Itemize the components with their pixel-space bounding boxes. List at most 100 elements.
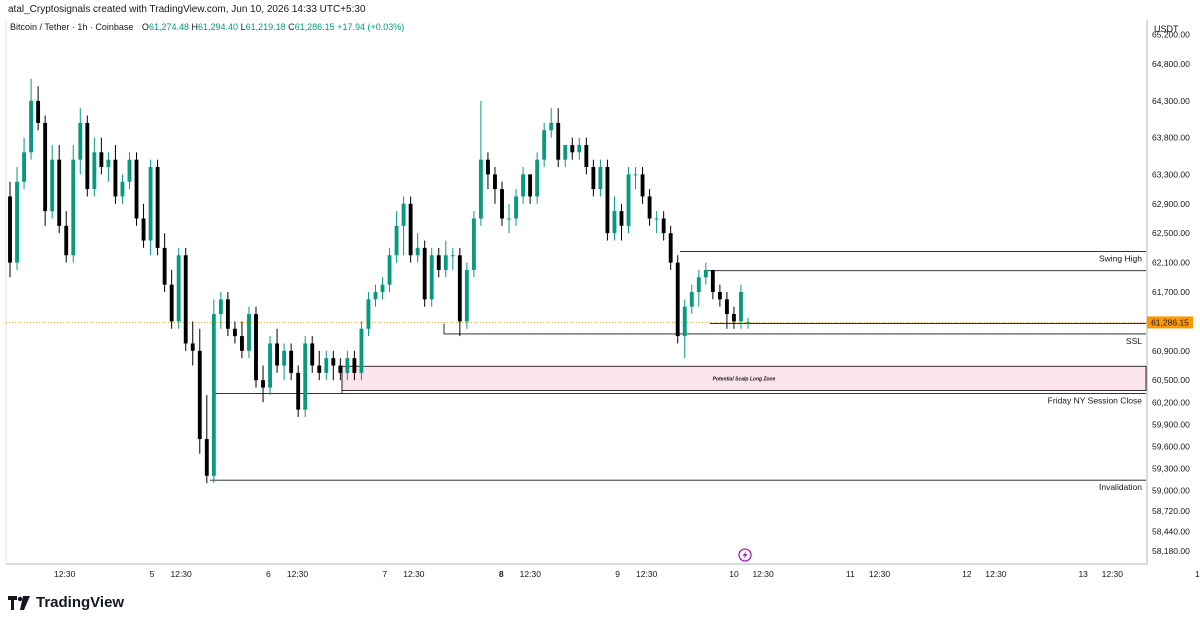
candle-body <box>710 269 715 292</box>
x-tick-label: 12:30 <box>287 569 309 579</box>
candle-body <box>549 122 554 131</box>
candle-body <box>464 269 469 322</box>
candle-body <box>556 122 561 160</box>
candle-body <box>654 218 659 220</box>
brand-name: TradingView <box>36 594 125 611</box>
x-tick-label: 12:30 <box>869 569 891 579</box>
tradingview-logo-icon <box>8 595 30 610</box>
candle-body <box>450 255 455 257</box>
candle-body <box>703 269 708 278</box>
candle-body <box>113 159 118 197</box>
candle-body <box>373 292 378 300</box>
candle-body <box>542 130 547 160</box>
x-tick-label: 9 <box>615 569 620 579</box>
lightning-icon[interactable] <box>738 548 752 562</box>
candle-body <box>148 167 153 241</box>
candle-body <box>429 255 434 300</box>
candle-body <box>640 174 645 197</box>
last-price-label: 61,286.15 <box>1151 317 1189 327</box>
candle-body <box>176 255 181 322</box>
candle-body <box>345 358 350 373</box>
candle-body <box>211 314 216 476</box>
y-tick-label: 63,300.00 <box>1152 169 1190 179</box>
candle-body <box>486 159 490 175</box>
candle-body <box>261 380 265 388</box>
symbol-label: Bitcoin / Tether · 1h · Coinbase <box>10 22 134 32</box>
candle-body <box>570 144 575 153</box>
candle-body <box>584 144 589 168</box>
candle-body <box>8 196 12 263</box>
y-tick-label: 65,200.00 <box>1152 30 1190 40</box>
candle-body <box>92 152 97 190</box>
candle-body <box>317 365 322 373</box>
candle-body <box>310 343 315 366</box>
candle-body <box>612 211 617 234</box>
change-value: +17.94 (+0.03%) <box>337 22 405 32</box>
candle-body <box>169 284 174 322</box>
candle-body <box>197 350 202 440</box>
candle-body <box>155 167 160 248</box>
candle-body <box>675 262 680 337</box>
currency-label: USDT <box>1154 24 1179 34</box>
x-tick-label: 11 <box>846 569 855 579</box>
candle-body <box>521 174 526 197</box>
close-value: 61,286.15 <box>294 22 335 32</box>
candle-body <box>338 365 343 373</box>
tradingview-brand: TradingView <box>8 594 124 611</box>
candle-body <box>682 306 687 337</box>
x-tick-label: 12:30 <box>985 569 1007 579</box>
high-value: 61,294.40 <box>198 22 239 32</box>
candle-body <box>591 167 596 190</box>
low-label: L <box>240 22 246 32</box>
y-tick-label: 60,500.00 <box>1152 375 1190 385</box>
candle-body <box>218 299 223 315</box>
annotation-label: Invalidation <box>1099 482 1142 492</box>
ohlc-legend: Bitcoin / Tether · 1h · Coinbase O61,274… <box>10 22 404 32</box>
candle-body <box>106 159 111 168</box>
candle-body <box>689 292 694 307</box>
candle-body <box>162 247 167 285</box>
x-tick-label: 5 <box>150 569 155 579</box>
candle-body <box>535 159 540 197</box>
x-tick-label: 6 <box>266 569 271 579</box>
candle-body <box>514 196 518 219</box>
candle-body <box>275 343 280 366</box>
candle-body <box>204 439 209 476</box>
candle-body <box>500 189 504 219</box>
candle-body <box>457 255 462 322</box>
candle-body <box>626 174 631 226</box>
annotation-label: Swing High <box>1099 254 1142 264</box>
y-tick-label: 58,180.00 <box>1152 546 1190 556</box>
candle-body <box>43 122 48 212</box>
y-tick-label: 59,300.00 <box>1152 463 1190 473</box>
candle-body <box>394 225 399 256</box>
annotation-label: SSL <box>1126 336 1142 346</box>
x-tick-label: 12:30 <box>1102 569 1124 579</box>
high-label: H <box>191 22 199 32</box>
x-tick-label: 10 <box>729 569 739 579</box>
candle-body <box>366 299 371 329</box>
candle-body <box>577 144 582 153</box>
open-value: 61,274.48 <box>148 22 189 32</box>
y-tick-label: 60,200.00 <box>1152 397 1190 407</box>
x-tick-label: 14 <box>1195 569 1200 579</box>
candle-body <box>408 203 413 256</box>
candle-body <box>29 100 34 153</box>
x-tick-label: 12:30 <box>520 569 542 579</box>
y-tick-label: 59,900.00 <box>1152 419 1190 429</box>
candle-body <box>471 218 476 270</box>
candle-body <box>268 343 272 388</box>
x-tick-label: 12 <box>962 569 972 579</box>
candle-body <box>633 174 638 176</box>
candle-body <box>78 122 83 160</box>
last-price-tag <box>1147 316 1193 329</box>
candle-body <box>303 343 308 410</box>
candle-body <box>739 292 743 322</box>
x-tick-label: 12:30 <box>752 569 774 579</box>
candle-body <box>120 181 125 197</box>
annotation-label: Friday NY Session Close <box>1048 395 1143 405</box>
candle-body <box>71 159 76 256</box>
candle-body <box>422 247 427 300</box>
candle-body <box>247 314 251 351</box>
